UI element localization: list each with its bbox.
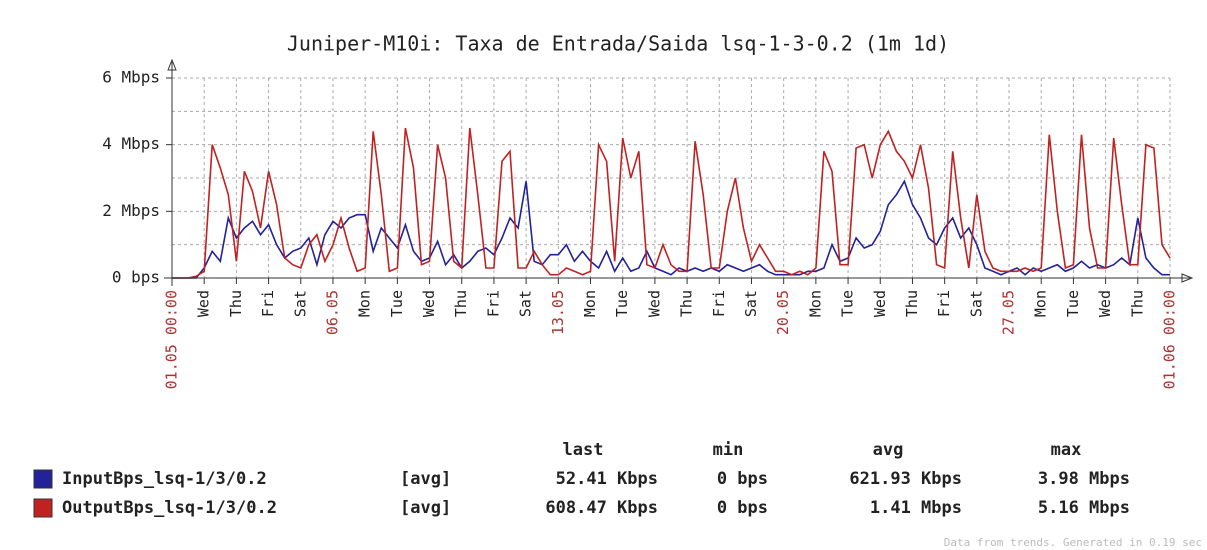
- legend-stat: 1.41 Mbps: [870, 498, 962, 518]
- x-tick-label: Fri: [935, 290, 953, 317]
- x-tick-label: Fri: [259, 290, 277, 317]
- stats-header: avg: [873, 440, 904, 460]
- x-tick-label: 06.05: [323, 290, 341, 335]
- x-tick-label: 01.05 00:00: [163, 290, 181, 389]
- y-tick-label: 0 bps: [112, 268, 160, 287]
- legend-stat: 0 bps: [717, 498, 768, 518]
- x-tick-label: 01.06 00:00: [1161, 290, 1179, 389]
- legend-stat: 0 bps: [717, 469, 768, 489]
- legend-agg: [avg]: [400, 498, 451, 518]
- x-tick-label: Wed: [645, 290, 663, 317]
- chart-title: Juniper-M10i: Taxa de Entrada/Saida lsq-…: [287, 32, 949, 56]
- legend-stat: 52.41 Kbps: [556, 469, 658, 489]
- x-tick-label: Mon: [356, 290, 374, 317]
- x-tick-label: Sat: [742, 290, 760, 317]
- x-tick-label: 20.05: [774, 290, 792, 335]
- y-tick-label: 2 Mbps: [102, 201, 160, 220]
- x-tick-label: Tue: [1064, 290, 1082, 317]
- x-tick-label: Sat: [517, 290, 535, 317]
- x-tick-label: Tue: [388, 290, 406, 317]
- legend-label: OutputBps_lsq-1/3/0.2: [62, 498, 277, 518]
- x-tick-label: Tue: [839, 290, 857, 317]
- x-tick-label: Thu: [452, 290, 470, 317]
- footer: Data from trends. Generated in 0.19 sec: [944, 536, 1202, 549]
- legend-swatch: [33, 498, 53, 518]
- x-tick-label: Wed: [420, 290, 438, 317]
- legend-stat: 608.47 Kbps: [545, 498, 658, 518]
- x-tick-label: Thu: [1128, 290, 1146, 317]
- y-tick-label: 6 Mbps: [102, 68, 160, 87]
- x-tick-label: Wed: [871, 290, 889, 317]
- x-tick-label: Tue: [613, 290, 631, 317]
- x-tick-label: 13.05: [549, 290, 567, 335]
- legend-swatch: [33, 469, 53, 489]
- x-tick-label: Wed: [195, 290, 213, 317]
- x-tick-label: 27.05: [1000, 290, 1018, 335]
- legend-stat: 621.93 Kbps: [849, 469, 962, 489]
- x-tick-label: Wed: [1096, 290, 1114, 317]
- x-tick-label: Mon: [1032, 290, 1050, 317]
- x-tick-label: Thu: [678, 290, 696, 317]
- x-tick-label: Mon: [581, 290, 599, 317]
- x-tick-label: Mon: [806, 290, 824, 317]
- x-tick-label: Fri: [710, 290, 728, 317]
- x-axis-arrow: [1181, 273, 1194, 283]
- x-tick-label: Thu: [903, 290, 921, 317]
- y-axis-arrow: [167, 58, 177, 71]
- x-tick-label: Sat: [291, 290, 309, 317]
- legend-stat: 5.16 Mbps: [1038, 498, 1130, 518]
- legend-label: InputBps_lsq-1/3/0.2: [62, 469, 267, 489]
- x-tick-label: Sat: [967, 290, 985, 317]
- stats-header: last: [563, 440, 604, 460]
- x-tick-label: Thu: [227, 290, 245, 317]
- x-tick-label: Fri: [484, 290, 502, 317]
- y-tick-label: 4 Mbps: [102, 134, 160, 153]
- stats-header: min: [713, 440, 744, 460]
- stats-header: max: [1051, 440, 1082, 460]
- legend-stat: 3.98 Mbps: [1038, 469, 1130, 489]
- series-line: [172, 127, 1171, 279]
- legend-agg: [avg]: [400, 469, 451, 489]
